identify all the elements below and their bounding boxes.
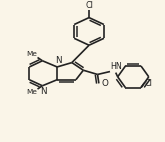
Text: HN: HN bbox=[110, 62, 122, 71]
Text: Me: Me bbox=[26, 89, 37, 95]
Text: N: N bbox=[40, 87, 47, 96]
Text: Me: Me bbox=[26, 51, 37, 57]
Text: N: N bbox=[55, 56, 61, 65]
Text: Cl: Cl bbox=[145, 79, 153, 88]
Text: O: O bbox=[101, 79, 108, 88]
Text: Cl: Cl bbox=[85, 1, 93, 10]
